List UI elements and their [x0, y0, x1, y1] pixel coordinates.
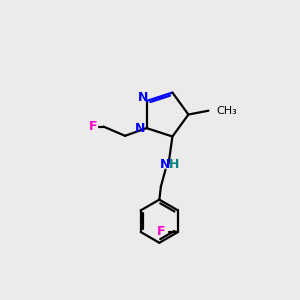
Text: N: N [135, 122, 146, 135]
Text: F: F [88, 120, 97, 133]
Text: H: H [169, 158, 179, 172]
Text: CH₃: CH₃ [216, 106, 237, 116]
Text: N: N [160, 158, 171, 172]
Text: N: N [138, 91, 149, 103]
Text: F: F [157, 226, 165, 238]
